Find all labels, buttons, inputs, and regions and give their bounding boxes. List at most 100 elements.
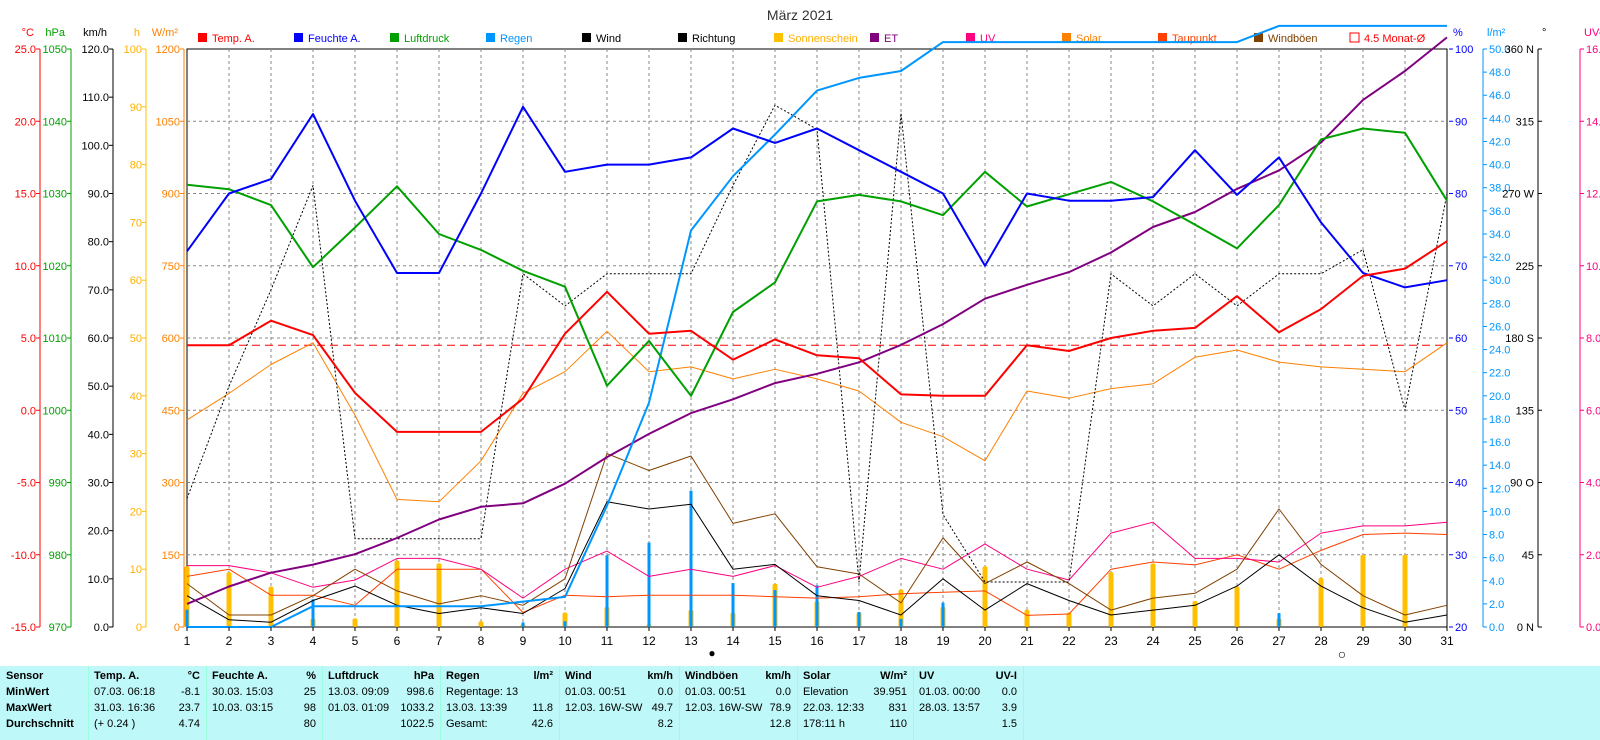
stats-column-title: Luftdruck [328, 670, 379, 682]
x-tick-label: 17 [852, 634, 866, 648]
stats-column-unit: UV-I [995, 670, 1017, 682]
bar-sonnenschein [982, 566, 988, 627]
axis-tick-label: 22.0 [1489, 368, 1510, 380]
legend-swatch [1158, 33, 1167, 42]
stats-cell-value: 80 [303, 718, 316, 730]
axis-tick-label: 25.0 [15, 44, 36, 56]
stats-row: 1.5 [919, 716, 1017, 732]
axis-tick-label: 90 [130, 102, 142, 114]
axis-tick-label: 80 [130, 160, 142, 172]
stats-row: 01.03. 00:51 0.0 [685, 684, 791, 700]
axis-tick-label: 12.0 [1586, 189, 1600, 201]
axis-tick-label: 10.0 [15, 261, 36, 273]
axis-tick-label: 45 [1522, 550, 1534, 562]
x-tick-label: 12 [642, 634, 656, 648]
stats-column-header: Windböen km/h [685, 668, 791, 684]
stats-column-unit: km/h [647, 670, 673, 682]
stats-cell-value: 4.74 [178, 718, 200, 730]
stats-row: Gesamt: 42.6 [446, 716, 553, 732]
legend-label: Wind [596, 33, 621, 45]
x-tick-label: 7 [436, 634, 443, 648]
axis-tick-label: 1010 [43, 333, 67, 345]
axis-tick-label: 315 [1516, 116, 1534, 128]
x-tick-label: 20 [978, 634, 992, 648]
series-line-windb-en [186, 453, 1448, 616]
stats-cell-label: Gesamt: [446, 718, 488, 730]
stats-cell-value: 78.9 [769, 702, 791, 714]
axis-tick-label: 100.0 [81, 140, 109, 152]
legend-swatch [966, 33, 975, 42]
axis-tick-label: 40.0 [1489, 160, 1510, 172]
stats-cell-label: 28.03. 13:57 [919, 702, 981, 714]
bar-sonnenschein [898, 589, 904, 627]
stats-column-header: Solar W/m² [803, 668, 907, 684]
legend-label: Feuchte A. [308, 33, 361, 45]
axis-tick-label: 1050 [156, 116, 180, 128]
stats-column: Windböen km/h 01.03. 00:51 0.0 12.03. 16W-SW… [679, 666, 798, 740]
axis-tick-label: 110.0 [82, 92, 109, 104]
axis-tick-label: 50.0 [1489, 44, 1510, 56]
stats-column-title: Feuchte A. [212, 670, 268, 682]
bar-regen [731, 583, 735, 627]
stats-column-title: Wind [565, 670, 592, 682]
stats-cell-value: 0.0 [657, 686, 673, 698]
axis-tick-label: 44.0 [1489, 113, 1510, 125]
axis-tick-label: 0.0 [1586, 622, 1600, 634]
axis-tick-label: 10 [130, 564, 142, 576]
x-tick-label: 28 [1314, 634, 1328, 648]
axis-tick-label: 38.0 [1489, 183, 1510, 195]
stats-column: UV UV-I 01.03. 00:00 0.0 28.03. 13:57 3.9 1.5 [913, 666, 1024, 740]
axis-tick-label: 1200 [156, 44, 180, 56]
stats-cell-label: (+ 0.24 ) [94, 718, 136, 730]
stats-cell-label: 01.03. 00:51 [685, 686, 747, 698]
bar-sonnenschein [1192, 600, 1198, 627]
legend-swatch [486, 33, 495, 42]
chart-axes: °C 25.0 20.0 15.0 10.0 5.0 0.0 -5.0 -10.0 -15.0 hP… [11, 27, 1600, 634]
axis-tick-label: 360 N [1505, 44, 1534, 56]
x-tick-label: 21 [1020, 634, 1034, 648]
stats-cell-label: 13.03. 13:39 [446, 702, 508, 714]
stats-row: 12.03. 16W-SW 49.7 [565, 700, 673, 716]
x-tick-label: 30 [1398, 634, 1412, 648]
x-tick-label: 1 [184, 634, 191, 648]
axis-tick-label: 32.0 [1489, 252, 1510, 264]
stats-cell-value: 12.8 [769, 718, 791, 730]
axis-tick-label: -5.0 [17, 478, 36, 490]
chart-title: März 2021 [767, 7, 833, 23]
bar-regen [899, 618, 903, 627]
axis-tick-label: 100 [1455, 44, 1473, 56]
axis-tick-label: 990 [49, 478, 67, 490]
stats-row: 80 [212, 716, 316, 732]
moon-full-icon: ○ [1338, 646, 1346, 662]
axis-unit-label: °C [22, 27, 34, 39]
axis-tick-label: 30 [1455, 550, 1467, 562]
axis-tick-label: 300 [162, 478, 180, 490]
stats-cell-value: 998.6 [406, 686, 434, 698]
series-line-regen [187, 24, 1447, 628]
stats-cell-label: 12.03. 16W-SW [685, 702, 763, 714]
bar-sonnenschein [1318, 577, 1324, 627]
legend-swatch [1349, 32, 1360, 43]
axis-tick-label: 90 [1455, 116, 1467, 128]
axis-tick-label: 900 [162, 189, 180, 201]
series-line-temp-a- [187, 240, 1448, 433]
axis-tick-label: 6.0 [1586, 405, 1600, 417]
legend-label: Luftdruck [404, 33, 450, 45]
legend-label: Taupunkt [1172, 33, 1217, 45]
x-tick-label: 4 [310, 634, 317, 648]
x-axis: 1 2 3 4 5 6 7 8 9 10 11 12 13 14 15 16 17 18 19 20 21 22 23 24 2… [184, 627, 1454, 662]
stats-row: 01.03. 00:00 0.0 [919, 684, 1017, 700]
stats-column-header: Regen l/m² [446, 668, 553, 684]
axis-tick-label: 750 [162, 261, 180, 273]
axis-unit-label: h [134, 27, 140, 39]
axis-tick-label: 100 [124, 44, 142, 56]
bar-sonnenschein [436, 563, 442, 627]
axis-unit-label: W/m² [152, 27, 179, 39]
axis-tick-label: 48.0 [1489, 67, 1510, 79]
axis-tick-label: 30.0 [1489, 275, 1510, 287]
axis-tick-label: 0.0 [1489, 622, 1504, 634]
stats-column-header: Temp. A. °C [94, 668, 200, 684]
axis-tick-label: 0.0 [21, 405, 36, 417]
series-line-luftdruck [186, 127, 1448, 397]
axis-tick-label: 10.0 [1489, 506, 1510, 518]
